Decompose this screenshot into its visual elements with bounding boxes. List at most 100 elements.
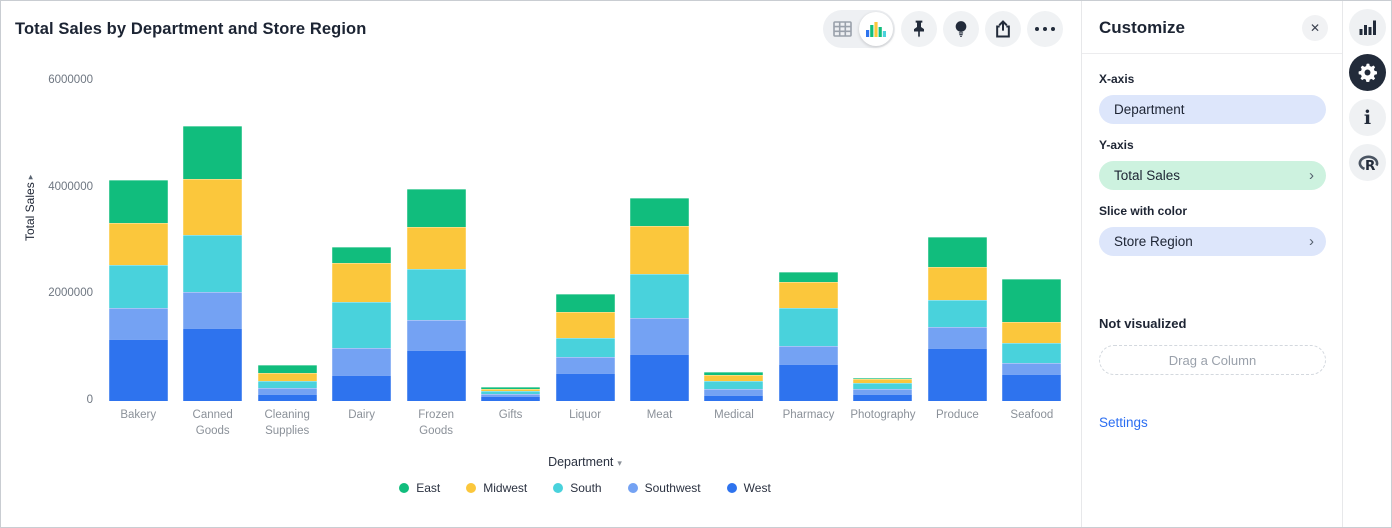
bar-seafood[interactable] — [1002, 278, 1062, 401]
bar-segment-bakery-east[interactable] — [108, 180, 168, 223]
bar-segment-medical-south[interactable] — [704, 381, 764, 390]
bar-segment-produce-south[interactable] — [927, 300, 987, 327]
pin-button[interactable] — [901, 11, 937, 47]
bar-segment-bakery-southwest[interactable] — [108, 307, 168, 340]
y-axis-column-pill[interactable]: Total Sales › — [1099, 161, 1326, 190]
drag-column-drop-zone[interactable]: Drag a Column — [1099, 345, 1326, 375]
bar-segment-liquor-midwest[interactable] — [555, 311, 615, 338]
bar-segment-dairy-southwest[interactable] — [332, 347, 392, 376]
bar-segment-liquor-southwest[interactable] — [555, 356, 615, 374]
bar-bakery[interactable] — [108, 180, 168, 401]
bar-segment-liquor-south[interactable] — [555, 337, 615, 357]
legend-item-west[interactable]: West — [726, 481, 771, 495]
bar-segment-photography-southwest[interactable] — [853, 389, 913, 395]
bar-segment-frozen-goods-midwest[interactable] — [406, 226, 466, 269]
bar-segment-photography-midwest[interactable] — [853, 379, 913, 384]
bar-segment-photography-south[interactable] — [853, 383, 913, 390]
bar-segment-canned-goods-south[interactable] — [183, 234, 243, 293]
bar-segment-canned-goods-midwest[interactable] — [183, 179, 243, 235]
visualize-button[interactable] — [1349, 9, 1386, 46]
bar-segment-pharmacy-southwest[interactable] — [778, 346, 838, 365]
bar-segment-canned-goods-east[interactable] — [183, 126, 243, 180]
bar-segment-meat-midwest[interactable] — [630, 226, 690, 275]
bar-segment-canned-goods-southwest[interactable] — [183, 292, 243, 328]
bar-dairy[interactable] — [332, 246, 392, 401]
table-view-button[interactable] — [825, 12, 859, 46]
bar-segment-seafood-west[interactable] — [1002, 374, 1062, 401]
bar-segment-meat-southwest[interactable] — [630, 317, 690, 354]
bar-cleaning-supplies[interactable] — [257, 365, 317, 401]
legend-item-southwest[interactable]: Southwest — [627, 481, 701, 495]
close-panel-button[interactable]: ✕ — [1302, 15, 1328, 41]
bar-segment-bakery-midwest[interactable] — [108, 222, 168, 266]
bar-segment-meat-east[interactable] — [630, 197, 690, 227]
bar-segment-seafood-southwest[interactable] — [1002, 362, 1062, 375]
bar-segment-photography-east[interactable] — [853, 377, 913, 380]
more-button[interactable] — [1027, 11, 1063, 47]
bar-gifts[interactable] — [481, 387, 541, 401]
bar-segment-pharmacy-west[interactable] — [778, 364, 838, 401]
r-analysis-button[interactable]: R — [1349, 144, 1386, 181]
x-axis-title-label[interactable]: Department — [548, 455, 614, 469]
bar-segment-pharmacy-midwest[interactable] — [778, 282, 838, 308]
bar-segment-gifts-west[interactable] — [481, 396, 541, 401]
bar-segment-medical-southwest[interactable] — [704, 389, 764, 396]
bar-segment-gifts-midwest[interactable] — [481, 388, 541, 391]
bar-segment-liquor-east[interactable] — [555, 294, 615, 312]
bar-segment-produce-west[interactable] — [927, 347, 987, 401]
bar-segment-medical-east[interactable] — [704, 372, 764, 376]
bar-segment-meat-south[interactable] — [630, 274, 690, 318]
bar-segment-cleaning-supplies-midwest[interactable] — [257, 373, 317, 382]
bar-segment-seafood-midwest[interactable] — [1002, 321, 1062, 344]
bar-segment-bakery-west[interactable] — [108, 339, 168, 401]
bar-segment-dairy-east[interactable] — [332, 246, 392, 264]
bar-segment-gifts-south[interactable] — [481, 390, 541, 394]
bar-segment-produce-southwest[interactable] — [927, 326, 987, 348]
bar-photography[interactable] — [853, 377, 913, 401]
y-axis-title[interactable]: Total Sales ▸ — [23, 174, 37, 241]
bar-segment-cleaning-supplies-southwest[interactable] — [257, 387, 317, 394]
info-button[interactable]: i — [1349, 99, 1386, 136]
bar-segment-meat-west[interactable] — [630, 353, 690, 401]
legend-item-south[interactable]: South — [553, 481, 602, 495]
share-button[interactable] — [985, 11, 1021, 47]
bar-segment-cleaning-supplies-south[interactable] — [257, 381, 317, 388]
bar-segment-cleaning-supplies-east[interactable] — [257, 365, 317, 374]
bar-segment-bakery-south[interactable] — [108, 265, 168, 308]
bar-segment-gifts-east[interactable] — [481, 387, 541, 389]
bar-medical[interactable] — [704, 372, 764, 401]
bar-segment-seafood-east[interactable] — [1002, 278, 1062, 322]
bar-segment-frozen-goods-west[interactable] — [406, 350, 466, 401]
bar-segment-canned-goods-west[interactable] — [183, 327, 243, 401]
customize-button[interactable] — [1349, 54, 1386, 91]
bar-segment-pharmacy-south[interactable] — [778, 307, 838, 347]
bar-liquor[interactable] — [555, 294, 615, 401]
bar-segment-frozen-goods-south[interactable] — [406, 268, 466, 320]
bar-segment-pharmacy-east[interactable] — [778, 271, 838, 283]
bar-segment-seafood-south[interactable] — [1002, 343, 1062, 363]
x-axis-column-pill[interactable]: Department › — [1099, 95, 1326, 124]
chart-view-button[interactable] — [859, 12, 893, 46]
slice-color-column-pill[interactable]: Store Region › — [1099, 227, 1326, 256]
bar-segment-produce-midwest[interactable] — [927, 267, 987, 301]
bar-segment-medical-midwest[interactable] — [704, 375, 764, 382]
legend-item-midwest[interactable]: Midwest — [466, 481, 527, 495]
bar-segment-medical-west[interactable] — [704, 395, 764, 401]
bar-canned-goods[interactable] — [183, 126, 243, 401]
bar-produce[interactable] — [927, 237, 987, 401]
bar-segment-dairy-west[interactable] — [332, 375, 392, 401]
bar-segment-gifts-southwest[interactable] — [481, 393, 541, 397]
legend-item-east[interactable]: East — [399, 481, 440, 495]
bar-segment-dairy-south[interactable] — [332, 302, 392, 348]
bar-segment-frozen-goods-southwest[interactable] — [406, 319, 466, 351]
bar-segment-frozen-goods-east[interactable] — [406, 188, 466, 227]
bar-segment-produce-east[interactable] — [927, 237, 987, 268]
bar-segment-liquor-west[interactable] — [555, 373, 615, 401]
bar-segment-cleaning-supplies-west[interactable] — [257, 393, 317, 401]
bar-segment-dairy-midwest[interactable] — [332, 263, 392, 303]
bar-pharmacy[interactable] — [778, 271, 838, 401]
bar-frozen-goods[interactable] — [406, 188, 466, 401]
settings-link[interactable]: Settings — [1099, 415, 1148, 430]
lightbulb-button[interactable] — [943, 11, 979, 47]
bar-segment-photography-west[interactable] — [853, 394, 913, 401]
